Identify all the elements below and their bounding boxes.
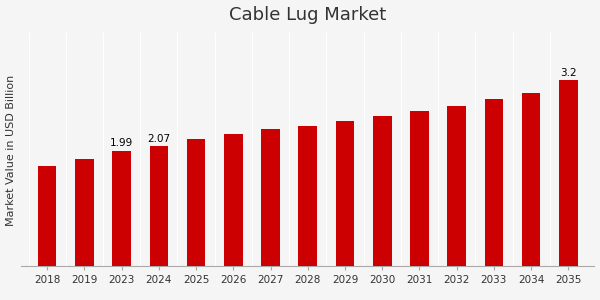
- Bar: [410, 112, 429, 266]
- Bar: [224, 134, 242, 266]
- Bar: [187, 140, 205, 266]
- Text: 3.2: 3.2: [560, 68, 577, 78]
- Bar: [298, 126, 317, 266]
- Bar: [112, 151, 131, 266]
- Y-axis label: Market Value in USD Billion: Market Value in USD Billion: [5, 74, 16, 226]
- Bar: [261, 129, 280, 266]
- Bar: [149, 146, 168, 266]
- Bar: [448, 106, 466, 266]
- Bar: [559, 80, 578, 266]
- Title: Cable Lug Market: Cable Lug Market: [229, 6, 386, 24]
- Bar: [335, 121, 355, 266]
- Bar: [485, 99, 503, 266]
- Bar: [38, 166, 56, 266]
- Text: 2.07: 2.07: [147, 134, 170, 143]
- Bar: [75, 159, 94, 266]
- Bar: [522, 93, 541, 266]
- Bar: [373, 116, 392, 266]
- Text: 1.99: 1.99: [110, 138, 133, 148]
